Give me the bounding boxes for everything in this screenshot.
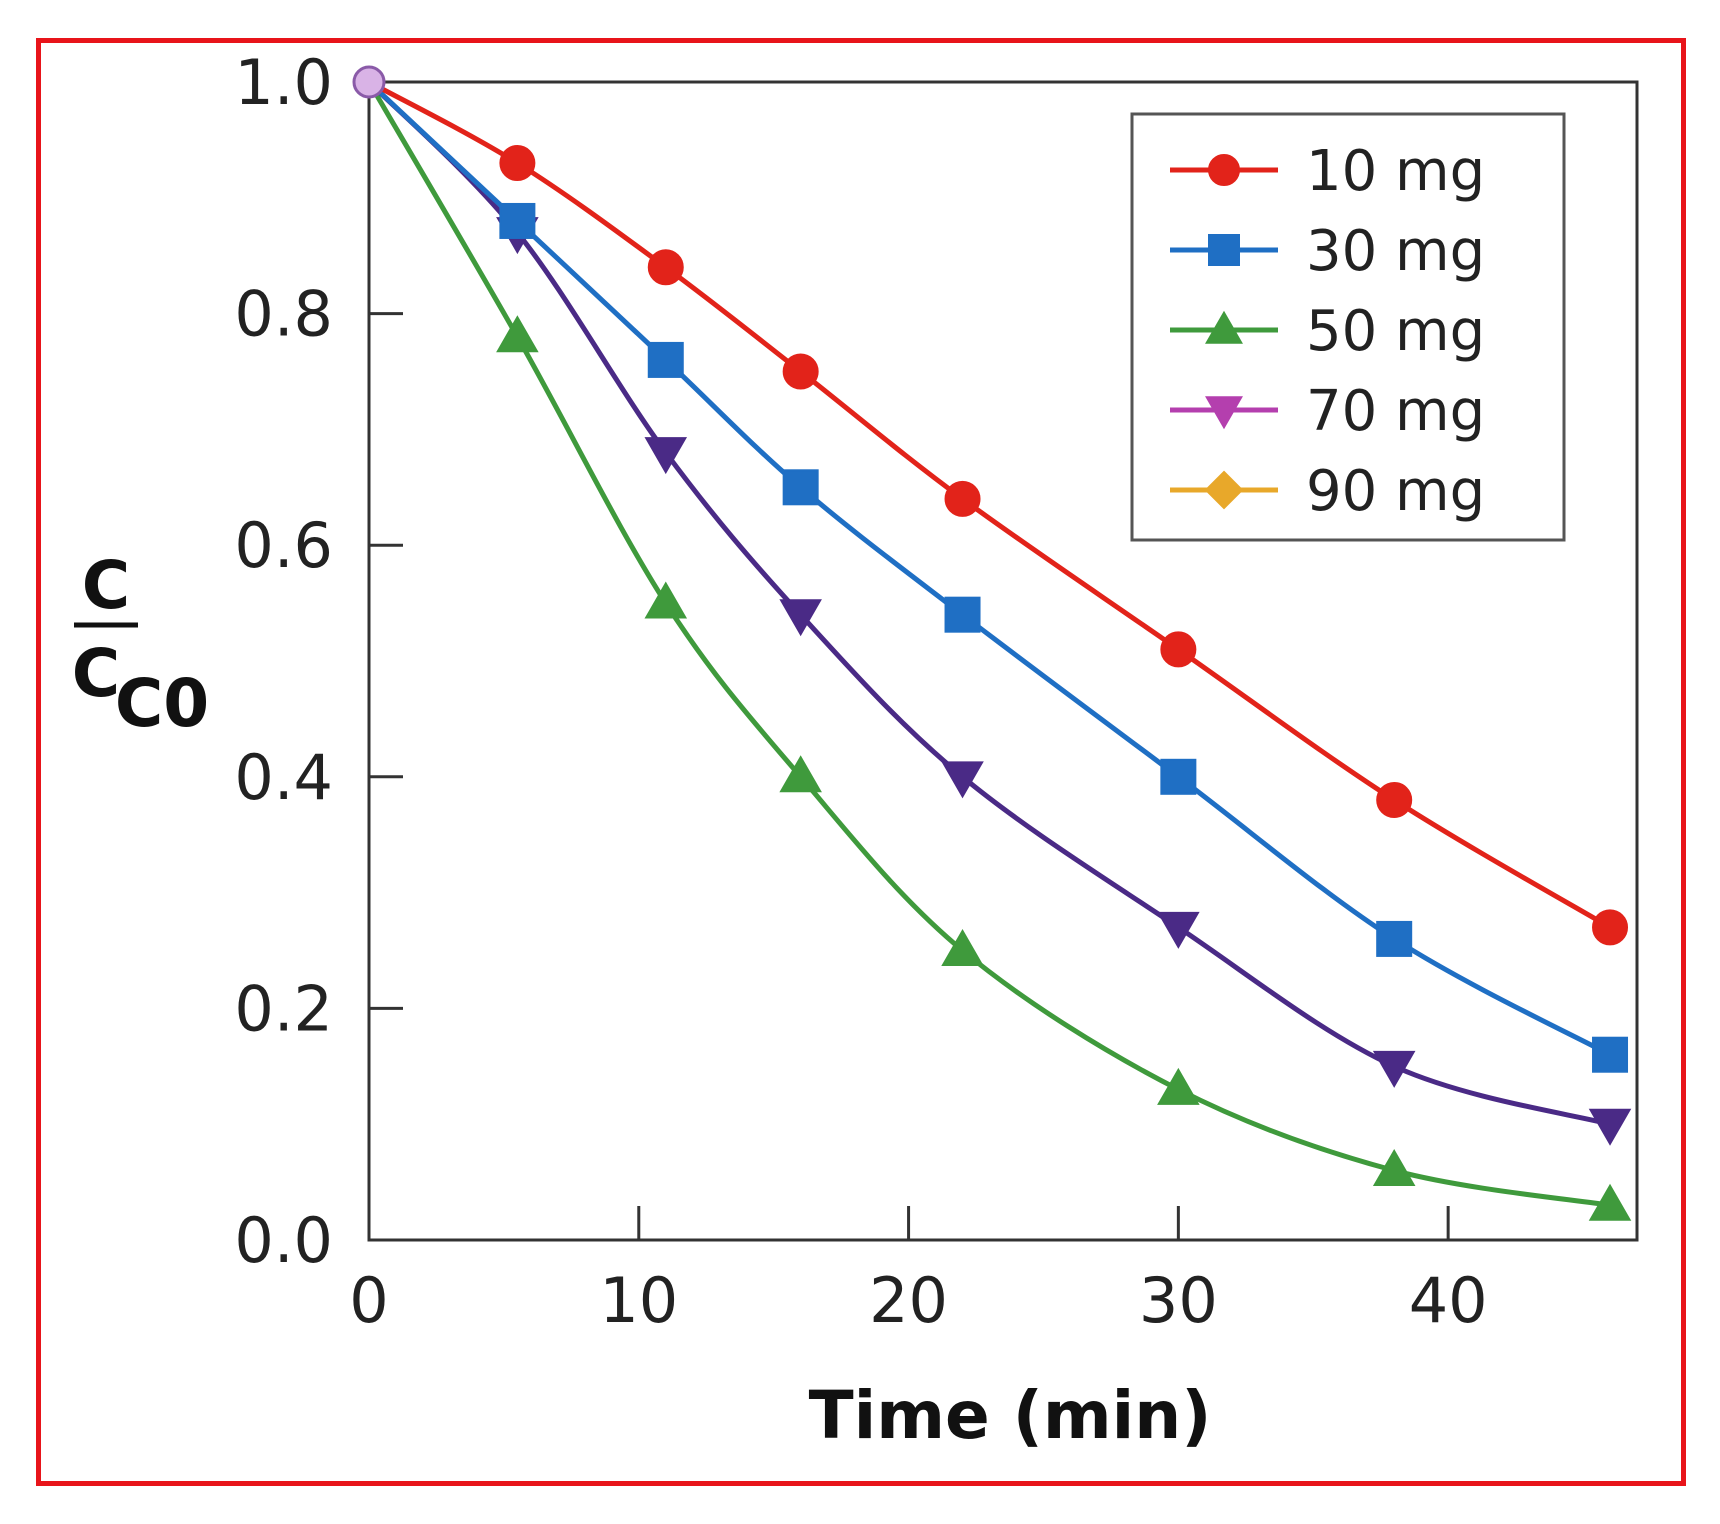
legend-item-90mg: 90 mg (1170, 459, 1485, 524)
legend-item-50mg: 50 mg (1170, 299, 1485, 364)
data-point-10mg (499, 145, 536, 182)
y-tick-label: 0.8 (234, 278, 333, 351)
series-line-30mg (367, 80, 1612, 1057)
legend-label: 50 mg (1306, 299, 1485, 364)
legend-marker (1205, 310, 1243, 344)
data-point-10mg (1592, 909, 1629, 946)
legend-marker (1208, 154, 1240, 186)
data-point-50mg (1372, 1148, 1416, 1186)
data-point-30mg (782, 469, 819, 506)
data-point-10mg (647, 249, 684, 286)
data-point-70mg (779, 599, 822, 637)
data-point-50mg (941, 928, 984, 966)
legend-marker (1205, 396, 1243, 430)
legend-marker (1208, 234, 1240, 266)
data-point-50mg (1157, 1067, 1200, 1105)
x-tick-label: 0 (349, 1264, 388, 1337)
data-point-70mg (644, 437, 688, 475)
data-point-50mg (644, 581, 688, 619)
data-point-10mg (1160, 631, 1197, 668)
data-point-30mg (944, 596, 981, 633)
y-axis-title: C C C0 (72, 547, 209, 742)
data-point-70mg (1588, 1108, 1632, 1146)
data-point-30mg (1160, 758, 1197, 795)
data-point-start (352, 65, 386, 99)
data-point-70mg (1372, 1050, 1416, 1088)
y-axis-title-subscript: C0 (115, 665, 209, 742)
legend-label: 30 mg (1306, 219, 1485, 284)
data-point-70mg (941, 761, 984, 799)
legend-item-70mg: 70 mg (1170, 379, 1485, 444)
y-tick-label: 0.6 (234, 509, 333, 582)
y-tick-label: 1.0 (234, 46, 333, 119)
y-tick-label: 0.4 (234, 741, 333, 814)
y-tick-label: 0.2 (234, 972, 333, 1045)
legend-label: 90 mg (1306, 459, 1485, 524)
x-axis-title: Time (min) (809, 1377, 1212, 1454)
x-tick-label: 10 (599, 1264, 678, 1337)
x-tick-label: 20 (869, 1264, 948, 1337)
plot-area (367, 80, 1639, 1242)
data-point-30mg (1592, 1036, 1629, 1073)
x-tick-label: 40 (1409, 1264, 1488, 1337)
data-point-10mg (1376, 781, 1413, 818)
legend: 10 mg 30 mg 50 mg 70 mg 90 mg (1130, 112, 1566, 542)
x-tick-label: 30 (1139, 1264, 1218, 1337)
data-point-70mg (1157, 911, 1200, 949)
chart-frame (36, 38, 1686, 1486)
legend-marker (1204, 470, 1244, 510)
legend-label: 10 mg (1306, 139, 1485, 204)
data-point-50mg (779, 755, 822, 793)
data-point-50mg (1588, 1183, 1632, 1221)
legend-item-10mg: 10 mg (1170, 139, 1485, 204)
data-point-10mg (944, 480, 981, 517)
y-tick-label: 0.0 (234, 1204, 333, 1277)
legend-box (1130, 112, 1566, 542)
series-line-70mg (367, 80, 1611, 1127)
legend-item-30mg: 30 mg (1170, 219, 1485, 284)
y-axis-title-denominator: C (72, 635, 120, 712)
y-axis-title-numerator: C (82, 547, 130, 624)
legend-label: 70 mg (1306, 379, 1485, 444)
data-point-30mg (499, 202, 536, 239)
data-point-30mg (647, 341, 684, 378)
data-point-30mg (1376, 920, 1413, 957)
data-point-10mg (782, 353, 819, 390)
data-point-50mg (496, 315, 539, 353)
